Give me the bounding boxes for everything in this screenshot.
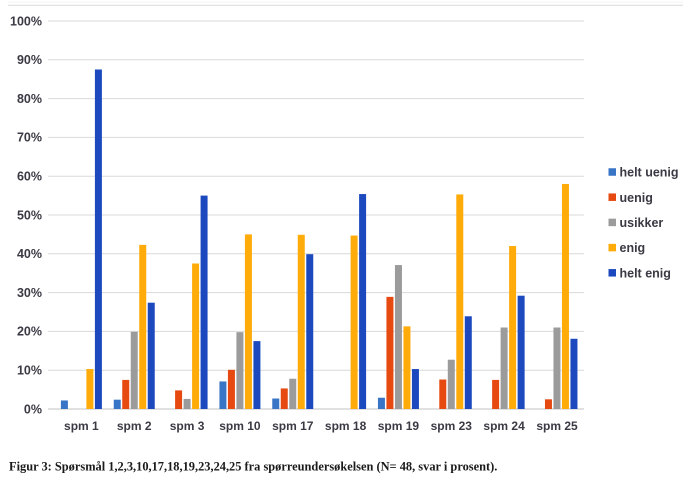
- svg-text:40%: 40%: [17, 247, 42, 261]
- svg-text:enig: enig: [620, 241, 646, 255]
- svg-text:90%: 90%: [17, 53, 42, 67]
- svg-text:50%: 50%: [17, 208, 42, 222]
- svg-text:spm 19: spm 19: [378, 419, 420, 433]
- svg-text:30%: 30%: [17, 286, 42, 300]
- svg-text:helt uenig: helt uenig: [620, 166, 679, 180]
- svg-text:spm 2: spm 2: [117, 419, 152, 433]
- svg-text:20%: 20%: [17, 325, 42, 339]
- svg-text:uenig: uenig: [620, 191, 653, 205]
- svg-text:spm 23: spm 23: [431, 419, 473, 433]
- svg-text:helt enig: helt enig: [620, 266, 671, 280]
- svg-text:usikker: usikker: [620, 216, 664, 230]
- svg-text:spm 18: spm 18: [325, 419, 367, 433]
- svg-text:0%: 0%: [24, 402, 42, 416]
- svg-text:100%: 100%: [10, 14, 42, 28]
- svg-text:Figur 3: Spørsmål 1,2,3,10,17,: Figur 3: Spørsmål 1,2,3,10,17,18,19,23,2…: [9, 460, 497, 474]
- svg-text:80%: 80%: [17, 92, 42, 106]
- svg-text:spm 10: spm 10: [219, 419, 261, 433]
- svg-text:spm 17: spm 17: [272, 419, 314, 433]
- svg-text:spm 25: spm 25: [536, 419, 578, 433]
- svg-text:70%: 70%: [17, 131, 42, 145]
- svg-text:spm 24: spm 24: [483, 419, 525, 433]
- svg-text:spm 1: spm 1: [64, 419, 99, 433]
- svg-text:60%: 60%: [17, 170, 42, 184]
- svg-text:10%: 10%: [17, 364, 42, 378]
- svg-text:spm 3: spm 3: [170, 419, 205, 433]
